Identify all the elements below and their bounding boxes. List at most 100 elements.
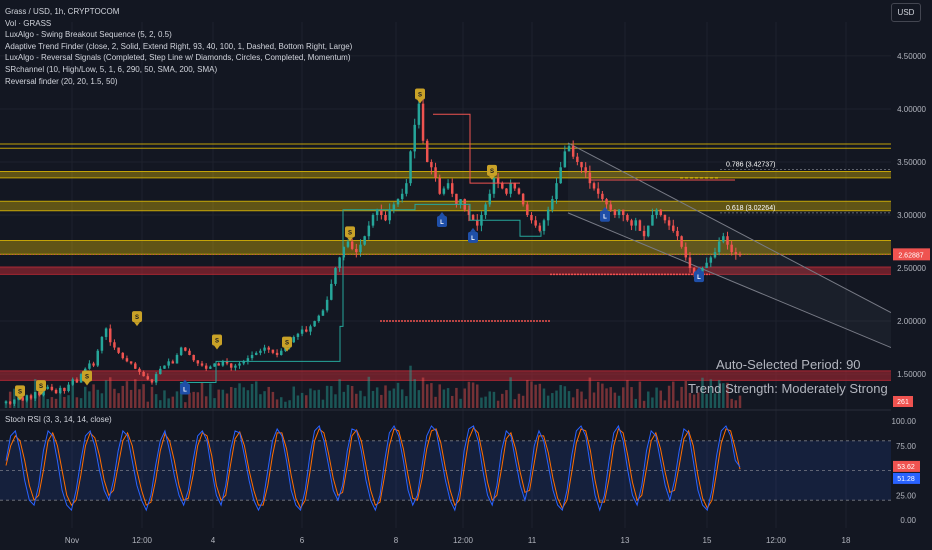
volume-bar xyxy=(713,393,717,408)
candle xyxy=(642,230,646,237)
candle xyxy=(375,209,379,215)
sell-marker-pointer xyxy=(38,391,44,396)
candle xyxy=(280,350,283,355)
trailing-step-line xyxy=(180,203,542,384)
candle xyxy=(446,183,450,189)
candle xyxy=(667,220,671,226)
volume-bar xyxy=(163,390,166,408)
volume-bar xyxy=(663,400,667,408)
candle xyxy=(717,241,721,253)
candle xyxy=(588,172,592,184)
candle xyxy=(317,315,321,322)
candle xyxy=(651,215,654,226)
buy-marker-glyph: L xyxy=(603,215,607,221)
time-tick-label: 12:00 xyxy=(132,536,153,545)
candle xyxy=(672,225,675,231)
volume-bar xyxy=(480,397,483,408)
candle xyxy=(188,350,191,355)
price-tick-label: 1.50000 xyxy=(897,370,926,379)
volume-bar xyxy=(463,388,466,408)
volume-bar xyxy=(267,386,270,408)
volume-bar xyxy=(434,396,437,408)
volume-bar xyxy=(284,401,287,408)
candle xyxy=(388,209,391,221)
stoch-d-line xyxy=(5,427,741,510)
buy-marker-pointer xyxy=(696,267,702,272)
volume-bar xyxy=(142,384,145,408)
price-tick-label: 2.50000 xyxy=(897,264,926,273)
volume-bar xyxy=(184,402,187,408)
volume-bar xyxy=(196,392,200,408)
volume-bar xyxy=(342,391,346,408)
rsi-tick-label: 100.00 xyxy=(892,417,917,426)
volume-bar xyxy=(113,388,116,408)
volume-bar xyxy=(254,381,258,408)
last-price-badge xyxy=(893,248,930,261)
sell-marker-pointer xyxy=(134,322,140,327)
volume-bar xyxy=(134,379,137,408)
volume-bar xyxy=(250,383,254,408)
volume-bar xyxy=(367,376,371,408)
volume-bar xyxy=(567,391,571,408)
volume-bar xyxy=(325,385,329,408)
volume-bar xyxy=(442,389,446,408)
candle xyxy=(104,328,108,337)
volume-bar xyxy=(571,397,575,408)
rsi-title[interactable]: Stoch RSI (3, 3, 14, 14, close) xyxy=(5,415,112,424)
candle xyxy=(384,215,387,221)
candle xyxy=(551,199,554,210)
volume-bar xyxy=(125,381,129,408)
candle xyxy=(50,386,54,390)
candle xyxy=(488,193,492,205)
candle xyxy=(455,193,458,205)
candle xyxy=(184,347,187,351)
volume-bar xyxy=(517,393,521,408)
volume-bar xyxy=(79,398,83,408)
volume-bar xyxy=(476,384,479,408)
candle xyxy=(663,215,667,221)
candle xyxy=(709,257,713,263)
volume-bar xyxy=(83,386,87,408)
buy-marker xyxy=(694,271,704,283)
sr-zone xyxy=(0,266,891,275)
candle xyxy=(204,365,208,369)
stoch-k-line xyxy=(5,424,741,512)
sell-marker-glyph: S xyxy=(348,230,352,236)
rsi-tick-label: 75.00 xyxy=(896,442,917,451)
candle xyxy=(229,363,233,368)
currency-button[interactable]: USD xyxy=(891,3,921,22)
volume-bar xyxy=(317,389,321,408)
candle xyxy=(250,354,254,359)
volume-bar xyxy=(384,385,387,408)
volume-bar xyxy=(488,391,492,408)
sell-marker-glyph: S xyxy=(18,389,22,395)
volume-bar xyxy=(96,389,99,408)
volume-bar xyxy=(213,398,216,408)
volume-bar xyxy=(467,381,471,408)
candle xyxy=(113,342,116,348)
volume-bar xyxy=(109,377,112,408)
volume-badge xyxy=(893,396,913,407)
volume-bar xyxy=(8,391,12,408)
volume-bar xyxy=(350,385,354,408)
volume-bar xyxy=(701,377,704,408)
volume-bar xyxy=(430,383,433,408)
volume-bar xyxy=(555,390,558,408)
candle xyxy=(92,363,95,366)
volume-bar xyxy=(121,385,125,408)
volume-bar xyxy=(309,388,312,408)
candle xyxy=(355,248,358,253)
candle xyxy=(413,124,416,152)
candle xyxy=(146,376,150,380)
buy-marker xyxy=(437,216,447,227)
candle xyxy=(242,361,245,364)
time-tick-label: Nov xyxy=(65,536,79,545)
channel-fill xyxy=(568,142,891,348)
trend-channel xyxy=(567,142,892,349)
sr-zone xyxy=(0,201,891,211)
volume-bar xyxy=(242,387,245,408)
volume-bar xyxy=(92,384,95,408)
candle xyxy=(309,326,312,332)
candle xyxy=(580,161,583,168)
